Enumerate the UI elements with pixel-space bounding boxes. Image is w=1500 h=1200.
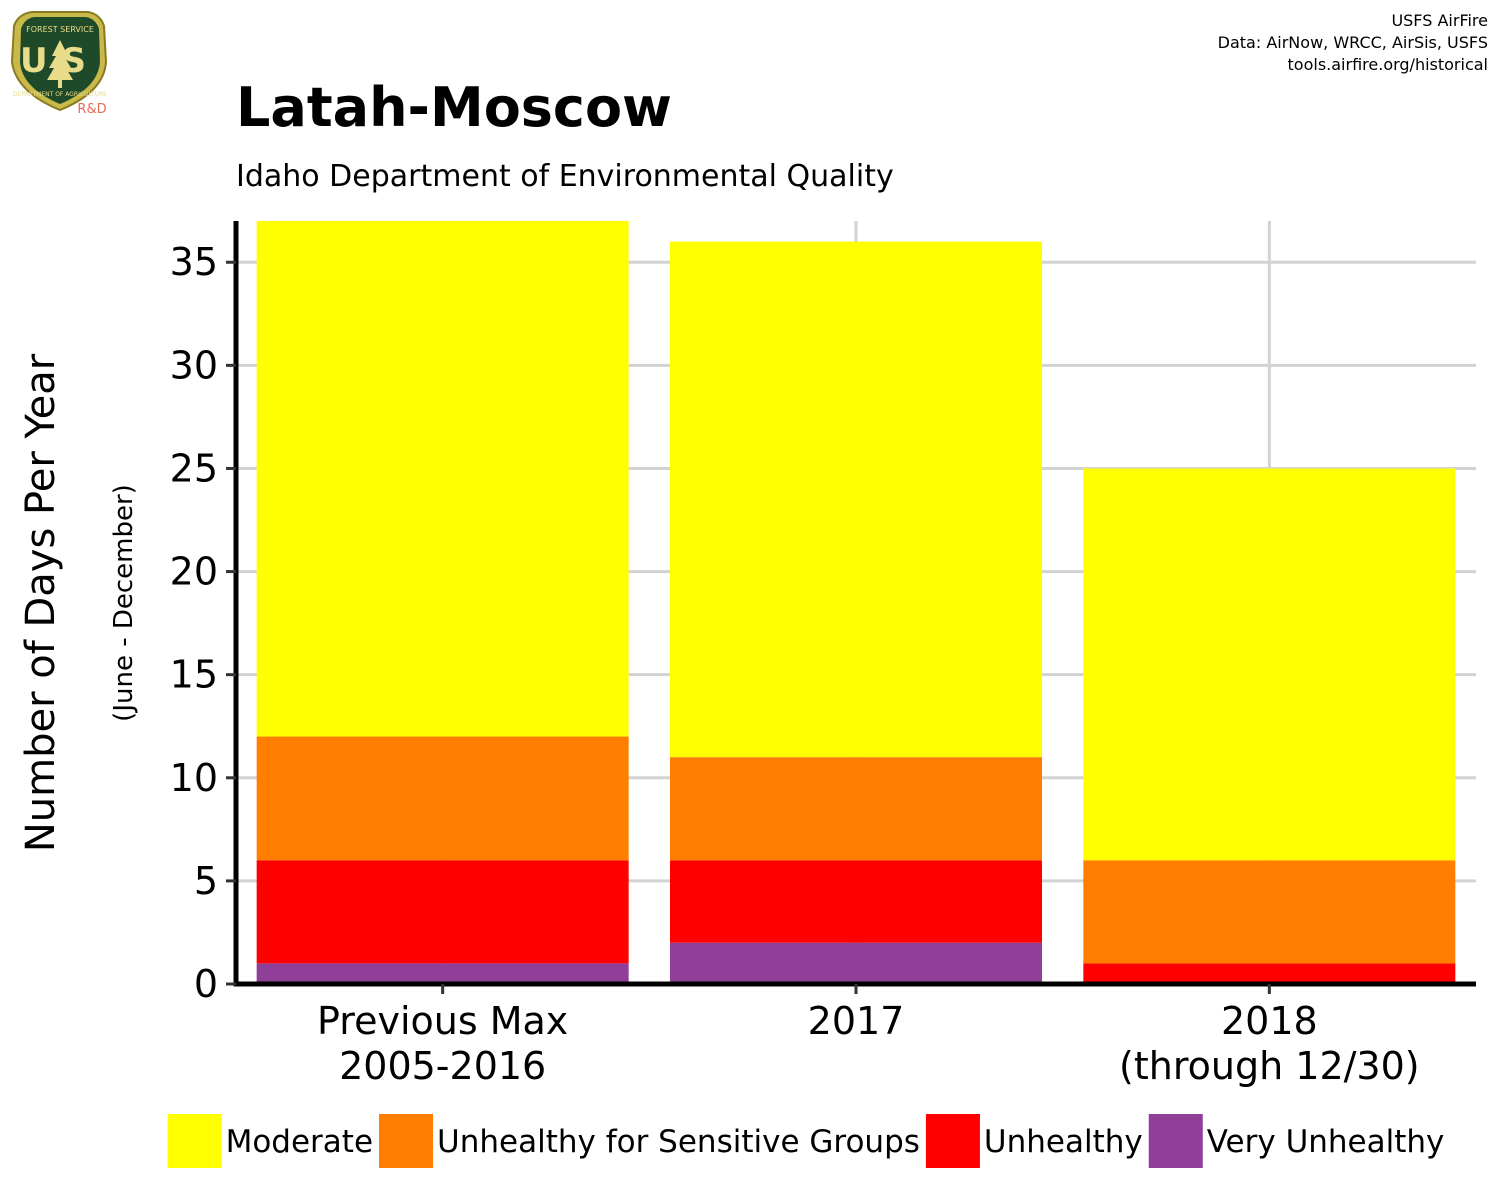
chart-subtitle: Idaho Department of Environmental Qualit… [236,159,894,194]
legend-swatch [925,1114,980,1168]
bar-segment-unhealthy [670,860,1042,943]
chart-title: Latah-Moscow [236,76,672,139]
y-tick-label: 35 [170,240,218,284]
y-tick-label: 0 [194,962,218,1006]
y-tick-label: 10 [170,756,218,800]
bar-segment-unhealthy-for-sensitive-groups [670,757,1042,861]
legend: Moderate Unhealthy for Sensitive Groups Un… [167,1114,1445,1168]
legend-swatch [167,1114,222,1168]
legend-label: Unhealthy for Sensitive Groups [437,1124,920,1160]
x-tick-label: 2017 [808,999,905,1043]
y-axis-sublabel: (June - December) [109,484,139,722]
logo-top-text: FOREST SERVICE [26,25,94,34]
legend-swatch [379,1114,434,1168]
y-tick-label: 25 [170,446,218,490]
legend-label: Unhealthy [984,1124,1143,1160]
logo-bottom-text: DEPARTMENT OF AGRICULTURE [13,91,107,98]
bars [256,221,1456,984]
bar-segment-moderate [670,241,1042,758]
bar-segment-very-unhealthy [256,963,629,984]
x-tick-label: Previous Max [317,999,568,1043]
x-tick-label: 2018 [1221,999,1318,1043]
legend-label: Moderate [226,1124,373,1160]
bar-segment-unhealthy [1083,963,1456,984]
bar-segment-moderate [1083,468,1456,861]
logo-badge: R&D [77,102,106,117]
legend-label: Very Unhealthy [1207,1124,1445,1160]
bar-segment-unhealthy-for-sensitive-groups [256,736,629,861]
y-tick-label: 20 [170,550,218,594]
bar-segment-moderate [256,221,629,737]
y-tick-label: 15 [170,653,218,697]
credits: USFS AirFire Data: AirNow, WRCC, AirSis,… [1218,11,1488,74]
credit-line-1: USFS AirFire [1391,11,1488,30]
y-axis-label: Number of Days Per Year [18,353,64,852]
bar-segment-unhealthy [256,860,629,964]
x-tick-label: (through 12/30) [1119,1044,1420,1088]
y-ticks: 0 5 10 15 20 25 30 35 [170,240,236,1006]
x-tick-label: 2005-2016 [339,1044,546,1088]
credit-line-3: tools.airfire.org/historical [1288,55,1488,74]
credit-line-2: Data: AirNow, WRCC, AirSis, USFS [1218,33,1488,52]
y-tick-label: 30 [170,343,218,387]
bar-segment-unhealthy-for-sensitive-groups [1083,860,1456,964]
usfs-logo: FOREST SERVICE US DEPARTMENT OF AGRICULT… [10,11,107,117]
tree-icon [47,40,73,88]
y-tick-label: 5 [194,859,218,903]
bar-segment-very-unhealthy [670,942,1042,984]
legend-swatch [1148,1114,1203,1168]
